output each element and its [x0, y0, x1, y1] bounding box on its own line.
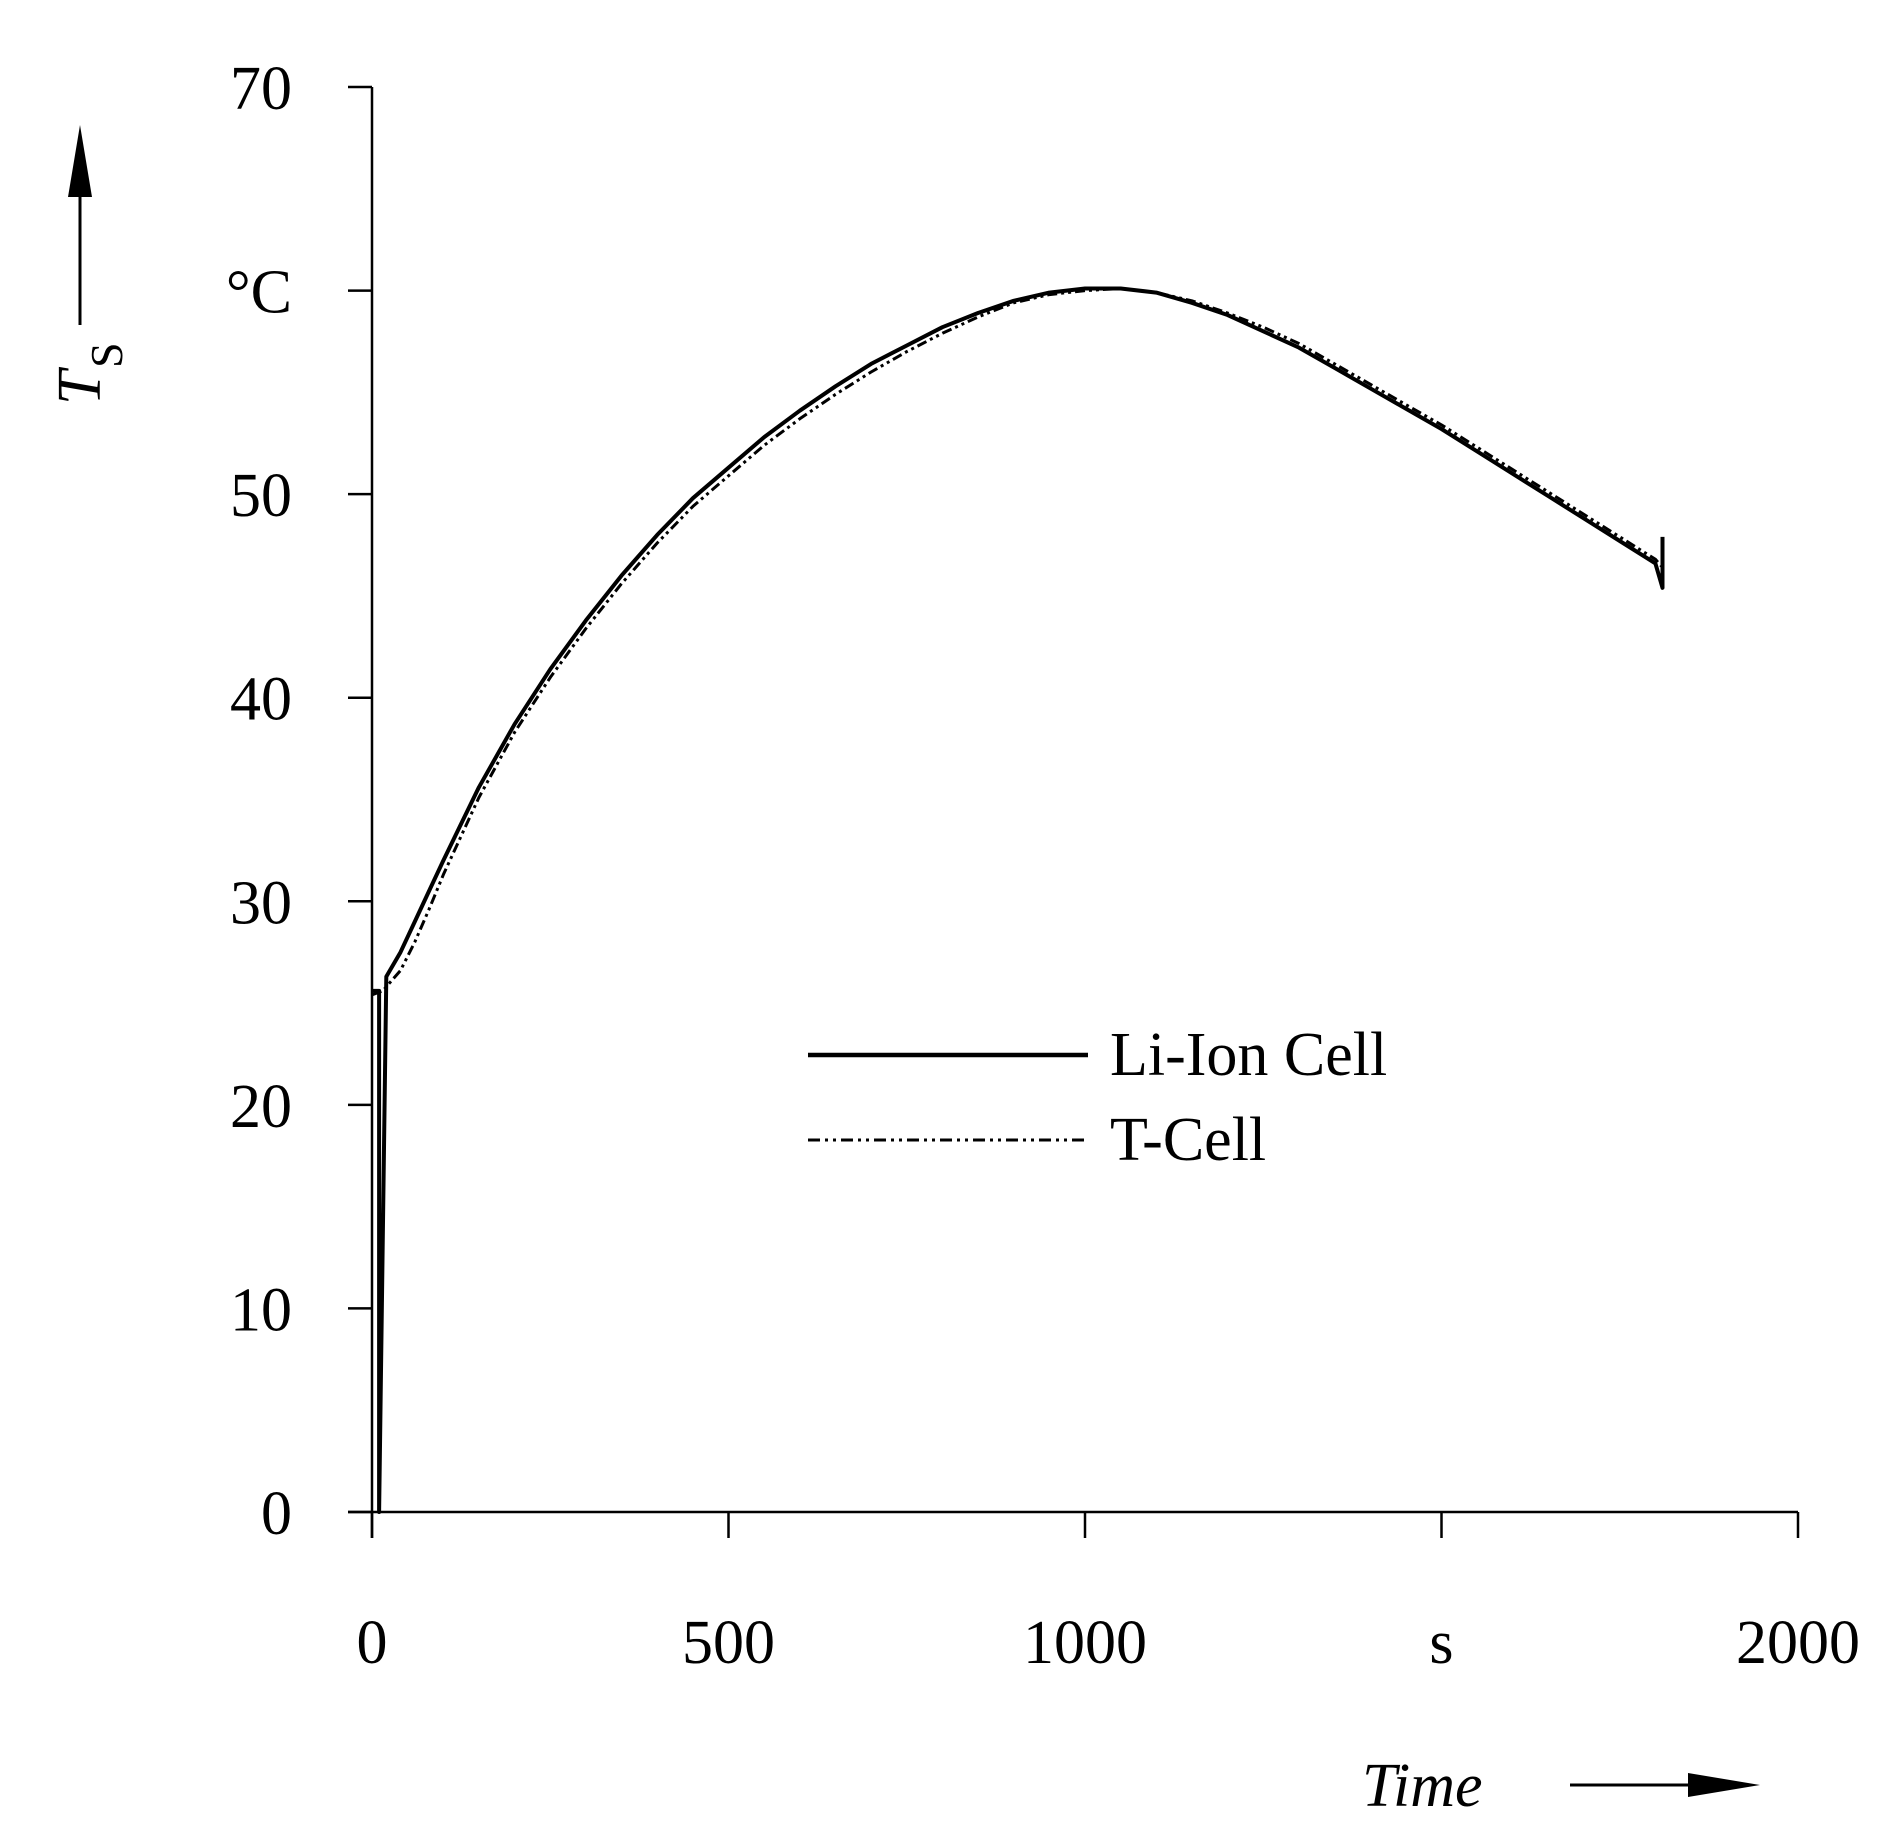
series-line-li-ion-cell: [372, 286, 1665, 1514]
series-layer: [371, 286, 1665, 1514]
x-axis-title-text: Time: [1362, 1752, 1483, 1820]
y-tick-label-4: 40: [230, 666, 292, 734]
axes: 0 10 20 30 40 50 °C 70 0 500 1000 s 2000: [226, 55, 1860, 1677]
x-tick-label-3: s: [1429, 1609, 1453, 1677]
y-axis-title: T S: [46, 125, 132, 405]
y-axis-arrow-head: [68, 125, 92, 197]
legend-label-li-ion-cell: Li-Ion Cell: [1110, 1021, 1387, 1089]
y-tick-label-2: 20: [230, 1073, 292, 1141]
y-tick-label-0: 0: [261, 1480, 292, 1548]
x-tick-label-0: 0: [357, 1609, 388, 1677]
y-tick-label-1: 10: [230, 1276, 292, 1344]
y-tick-label-7: 70: [230, 55, 292, 123]
legend-label-t-cell: T-Cell: [1110, 1106, 1266, 1174]
x-tick-label-1: 500: [682, 1609, 775, 1677]
y-tick-label-6: °C: [226, 259, 292, 327]
y-tick-label-5: 50: [230, 462, 292, 530]
y-axis-title-sub: S: [81, 342, 132, 368]
y-axis-title-main: T: [46, 366, 114, 405]
x-tick-label-2: 1000: [1023, 1609, 1147, 1677]
x-tick-label-4: 2000: [1736, 1609, 1860, 1677]
series-line-t-cell: [371, 287, 1664, 997]
x-axis-arrow-head: [1688, 1773, 1760, 1797]
x-axis-title: Time: [1362, 1752, 1760, 1820]
y-tick-label-3: 30: [230, 869, 292, 937]
legend: Li-Ion Cell T-Cell: [808, 1021, 1387, 1174]
